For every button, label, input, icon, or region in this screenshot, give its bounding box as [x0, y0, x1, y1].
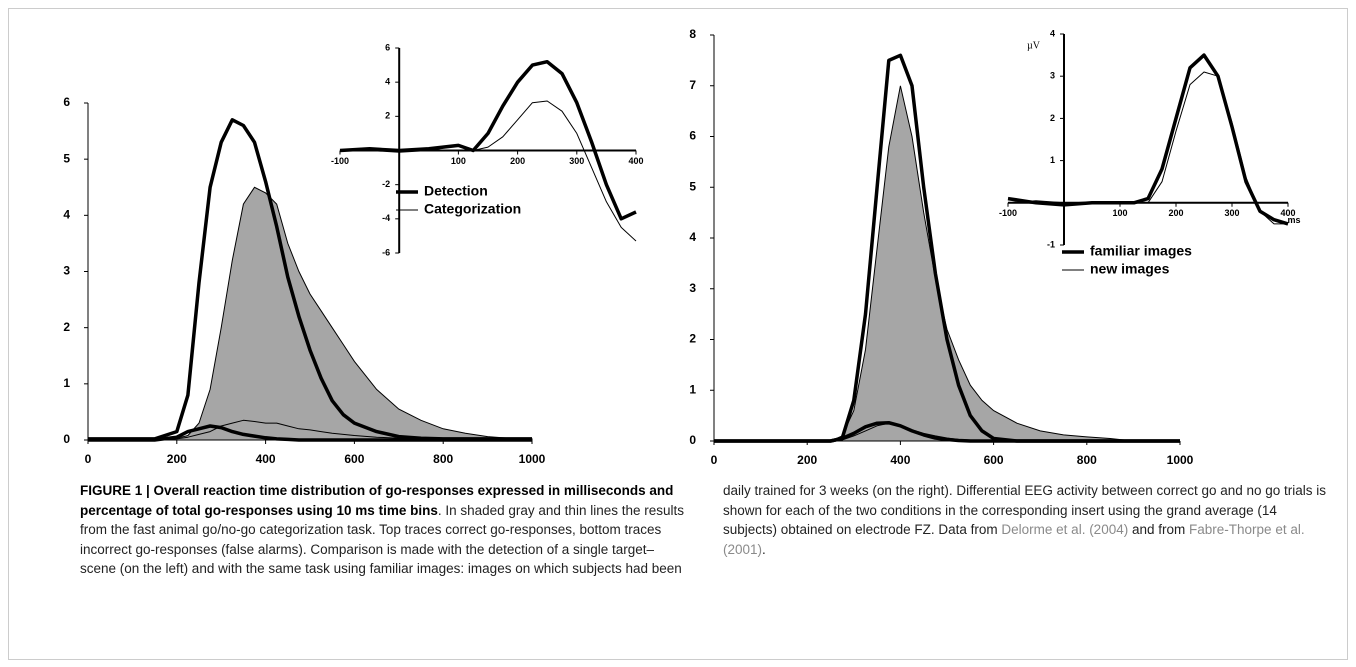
x-tick-label: 100 [1112, 208, 1127, 218]
x-tick-label: 400 [628, 156, 643, 166]
x-tick-label: 400 [256, 452, 276, 466]
y-tick-label: 2 [385, 111, 390, 121]
y-tick-label: -2 [382, 179, 390, 189]
series-line [1007, 71, 1288, 225]
y-tick-label: 6 [63, 95, 70, 109]
legend-label: new images [1090, 261, 1170, 277]
figure-frame [8, 8, 1348, 660]
x-tick-label: 1000 [1167, 453, 1194, 467]
y-tick-label: 3 [689, 281, 696, 295]
y-tick-label: 7 [689, 78, 696, 92]
x-tick-label: 0 [711, 453, 718, 467]
x-tick-label: 0 [85, 452, 92, 466]
y-tick-label: 1 [63, 376, 70, 390]
y-tick-label: 4 [63, 208, 70, 222]
y-tick-label: 5 [689, 179, 696, 193]
legend-label: Detection [424, 183, 488, 199]
series-area [87, 186, 533, 441]
x-tick-label: 300 [569, 156, 584, 166]
y-tick-label: 2 [63, 320, 70, 334]
y-tick-label: 6 [385, 42, 390, 52]
x-tick-label: -100 [999, 208, 1017, 218]
reference-link[interactable]: Fabre-Thorpe et al. (2001) [723, 522, 1305, 557]
x-tick-label: 200 [1168, 208, 1183, 218]
x-tick-label: 200 [797, 453, 817, 467]
x-tick-label: 400 [1280, 208, 1295, 218]
y-tick-label: 5 [63, 151, 70, 165]
y-tick-label: -1 [1047, 239, 1055, 249]
x-tick-label: 200 [167, 452, 187, 466]
x-tick-label: -100 [331, 156, 349, 166]
y-tick-label: 2 [1050, 113, 1055, 123]
caption-title: FIGURE 1 | Overall reaction time distrib… [80, 483, 674, 518]
figure-caption: FIGURE 1 | Overall reaction time distrib… [80, 481, 1330, 579]
x-axis-label: ms [1287, 215, 1300, 225]
caption-text: . [762, 541, 766, 557]
legend-label: familiar images [1090, 243, 1192, 259]
x-tick-label: 300 [1224, 208, 1239, 218]
y-tick-label: -4 [382, 213, 390, 223]
x-tick-label: 100 [451, 156, 466, 166]
x-tick-label: 600 [344, 452, 364, 466]
y-tick-label: 3 [63, 264, 70, 278]
legend-label: Categorization [424, 201, 521, 217]
y-tick-label: 4 [689, 230, 696, 244]
series-line [339, 59, 637, 221]
y-tick-label: 3 [1050, 71, 1055, 81]
y-tick-label: 2 [689, 332, 696, 346]
x-tick-label: 800 [1077, 453, 1097, 467]
y-tick-label: 1 [689, 382, 696, 396]
y-tick-label: -6 [382, 247, 390, 257]
x-tick-label: 800 [433, 452, 453, 466]
y-tick-label: 6 [689, 129, 696, 143]
y-tick-label: 8 [689, 27, 696, 41]
y-tick-label: 4 [1050, 28, 1055, 38]
reference-link[interactable]: Delorme et al. (2004) [1001, 522, 1129, 537]
x-tick-label: 1000 [519, 452, 546, 466]
caption-text: and from [1131, 522, 1186, 537]
y-tick-label: 0 [689, 433, 696, 447]
y-axis-label: µV [1027, 40, 1041, 51]
y-tick-label: 1 [1050, 155, 1055, 165]
y-tick-label: 4 [385, 77, 390, 87]
x-tick-label: 400 [890, 453, 910, 467]
y-tick-label: 0 [63, 432, 70, 446]
caption-text: . In shaded gray and thin lines the resu… [80, 483, 1327, 576]
x-tick-label: 200 [510, 156, 525, 166]
x-tick-label: 600 [984, 453, 1004, 467]
